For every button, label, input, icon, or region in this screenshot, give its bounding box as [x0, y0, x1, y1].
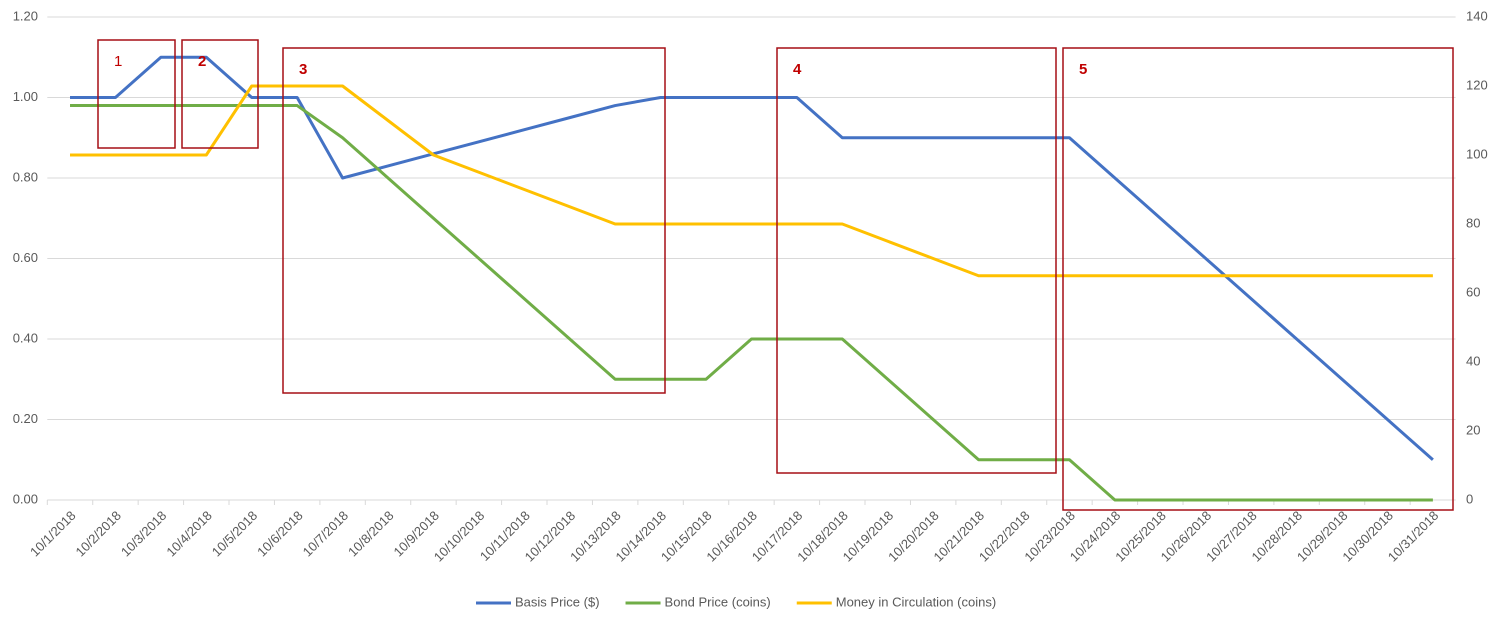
y2-tick-label: 120 [1466, 77, 1488, 92]
x-tick-label: 10/6/2018 [254, 508, 306, 560]
y-tick-label: 1.20 [13, 8, 38, 23]
x-tick-label: 10/1/2018 [27, 508, 79, 560]
x-tick-label: 10/2/2018 [72, 508, 124, 560]
y-tick-label: 0.00 [13, 491, 38, 506]
legend-label: Money in Circulation (coins) [836, 594, 996, 609]
x-tick-label: 10/3/2018 [118, 508, 170, 560]
series-line [70, 55, 1434, 461]
y2-tick-label: 80 [1466, 215, 1480, 230]
legend-label: Basis Price ($) [515, 594, 600, 609]
annotation-label: 2 [198, 53, 206, 70]
legend-label: Bond Price (coins) [665, 594, 771, 609]
y2-tick-label: 20 [1466, 422, 1480, 437]
y-tick-label: 0.60 [13, 250, 38, 265]
y2-tick-label: 0 [1466, 491, 1473, 506]
annotation-box [1062, 47, 1454, 511]
series-line [70, 84, 1433, 278]
annotation-label: 3 [299, 61, 307, 78]
series-line [70, 104, 1433, 502]
y-tick-label: 0.20 [13, 411, 38, 426]
x-tick-label: 10/8/2018 [345, 508, 397, 560]
annotation-box [776, 47, 1057, 474]
annotation-label: 5 [1079, 61, 1087, 78]
y2-tick-label: 140 [1466, 8, 1488, 23]
y2-tick-label: 40 [1466, 353, 1480, 368]
y-tick-label: 1.00 [13, 89, 38, 104]
annotation-label: 1 [114, 53, 122, 70]
y2-tick-label: 100 [1466, 146, 1488, 161]
annotation-box [181, 39, 259, 149]
y2-tick-label: 60 [1466, 284, 1480, 299]
y-tick-label: 0.80 [13, 169, 38, 184]
annotation-box [282, 47, 666, 394]
annotation-box [97, 39, 176, 149]
x-tick-label: 10/4/2018 [163, 508, 215, 560]
x-tick-label: 10/7/2018 [300, 508, 352, 560]
y-tick-label: 0.40 [13, 330, 38, 345]
x-tick-label: 10/5/2018 [209, 508, 261, 560]
annotation-label: 4 [793, 61, 802, 78]
